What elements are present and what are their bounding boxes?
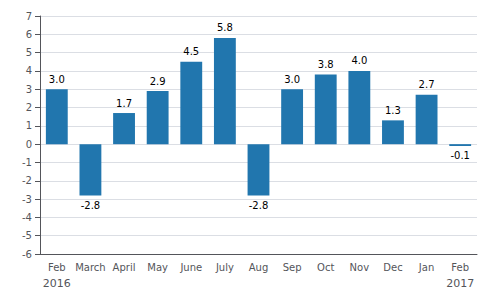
svg-text:3: 3 <box>26 84 32 95</box>
svg-text:4.0: 4.0 <box>351 55 367 66</box>
svg-text:4.5: 4.5 <box>183 46 199 57</box>
svg-text:3.8: 3.8 <box>318 59 334 70</box>
svg-text:-2.8: -2.8 <box>249 200 269 211</box>
svg-text:April: April <box>113 262 136 273</box>
svg-text:3.0: 3.0 <box>49 74 65 85</box>
svg-text:-3: -3 <box>22 194 32 205</box>
svg-text:July: July <box>215 262 234 273</box>
svg-text:Feb: Feb <box>48 262 66 273</box>
svg-text:Sep: Sep <box>283 262 302 273</box>
svg-text:Dec: Dec <box>383 262 402 273</box>
svg-text:March: March <box>75 262 105 273</box>
svg-text:5: 5 <box>26 47 32 58</box>
svg-text:Feb: Feb <box>451 262 469 273</box>
svg-text:2016: 2016 <box>43 277 71 290</box>
svg-text:5.8: 5.8 <box>217 22 233 33</box>
svg-text:3.0: 3.0 <box>284 74 300 85</box>
svg-text:-2.8: -2.8 <box>81 200 101 211</box>
svg-text:-5: -5 <box>22 230 32 241</box>
svg-text:-4: -4 <box>22 212 32 223</box>
svg-text:-1: -1 <box>22 157 32 168</box>
svg-text:1: 1 <box>26 120 32 131</box>
svg-text:1.3: 1.3 <box>385 105 401 116</box>
svg-text:-6: -6 <box>22 249 32 260</box>
svg-text:June: June <box>179 262 202 273</box>
svg-text:2: 2 <box>26 102 32 113</box>
svg-text:2017: 2017 <box>446 277 474 290</box>
svg-text:Aug: Aug <box>249 262 269 273</box>
svg-text:Jan: Jan <box>418 262 434 273</box>
svg-text:May: May <box>147 262 168 273</box>
svg-text:-0.1: -0.1 <box>450 150 470 161</box>
svg-text:Oct: Oct <box>317 262 334 273</box>
svg-text:7: 7 <box>26 11 32 22</box>
svg-text:4: 4 <box>26 65 32 76</box>
svg-text:Nov: Nov <box>350 262 370 273</box>
svg-text:0: 0 <box>26 139 32 150</box>
svg-text:2.9: 2.9 <box>150 76 166 87</box>
svg-text:1.7: 1.7 <box>116 98 132 109</box>
svg-text:2.7: 2.7 <box>419 79 435 90</box>
svg-text:6: 6 <box>26 29 32 40</box>
svg-text:-2: -2 <box>22 175 32 186</box>
